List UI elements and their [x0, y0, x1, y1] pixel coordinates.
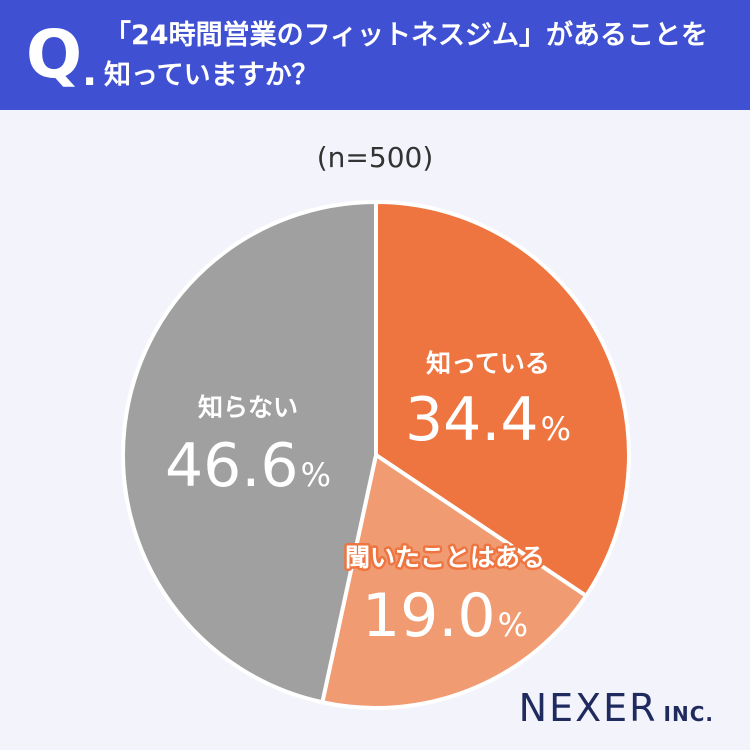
slice-value-know: 34.4% [405, 385, 571, 455]
pie-slice-dont-know [121, 200, 378, 705]
pie-slice-know [374, 200, 631, 598]
sample-size: (n=500) [316, 141, 434, 174]
slice-label-know: 知っている [426, 349, 550, 378]
q-mark: Q [26, 16, 83, 93]
pie-slice-heard [320, 453, 589, 710]
slice-value-heard: 19.0% [362, 581, 528, 651]
question-header: Q . 「24時間営業のフィットネスジム」があることを 知っていますか？ [0, 0, 750, 110]
slice-label-heard: 聞いたことはある [345, 543, 545, 572]
brand-logo: NEXER INC. [519, 686, 714, 730]
q-dot: . [82, 49, 98, 95]
slice-label-dont-know: 知らない [198, 393, 298, 422]
slice-value-dont-know: 46.6% [165, 431, 331, 501]
question-text-line2: 知っていますか？ [104, 60, 319, 91]
brand-suffix: INC. [663, 702, 714, 726]
brand-name: NEXER [518, 686, 658, 730]
question-text-line1: 「24時間営業のフィットネスジム」があることを [104, 20, 709, 51]
